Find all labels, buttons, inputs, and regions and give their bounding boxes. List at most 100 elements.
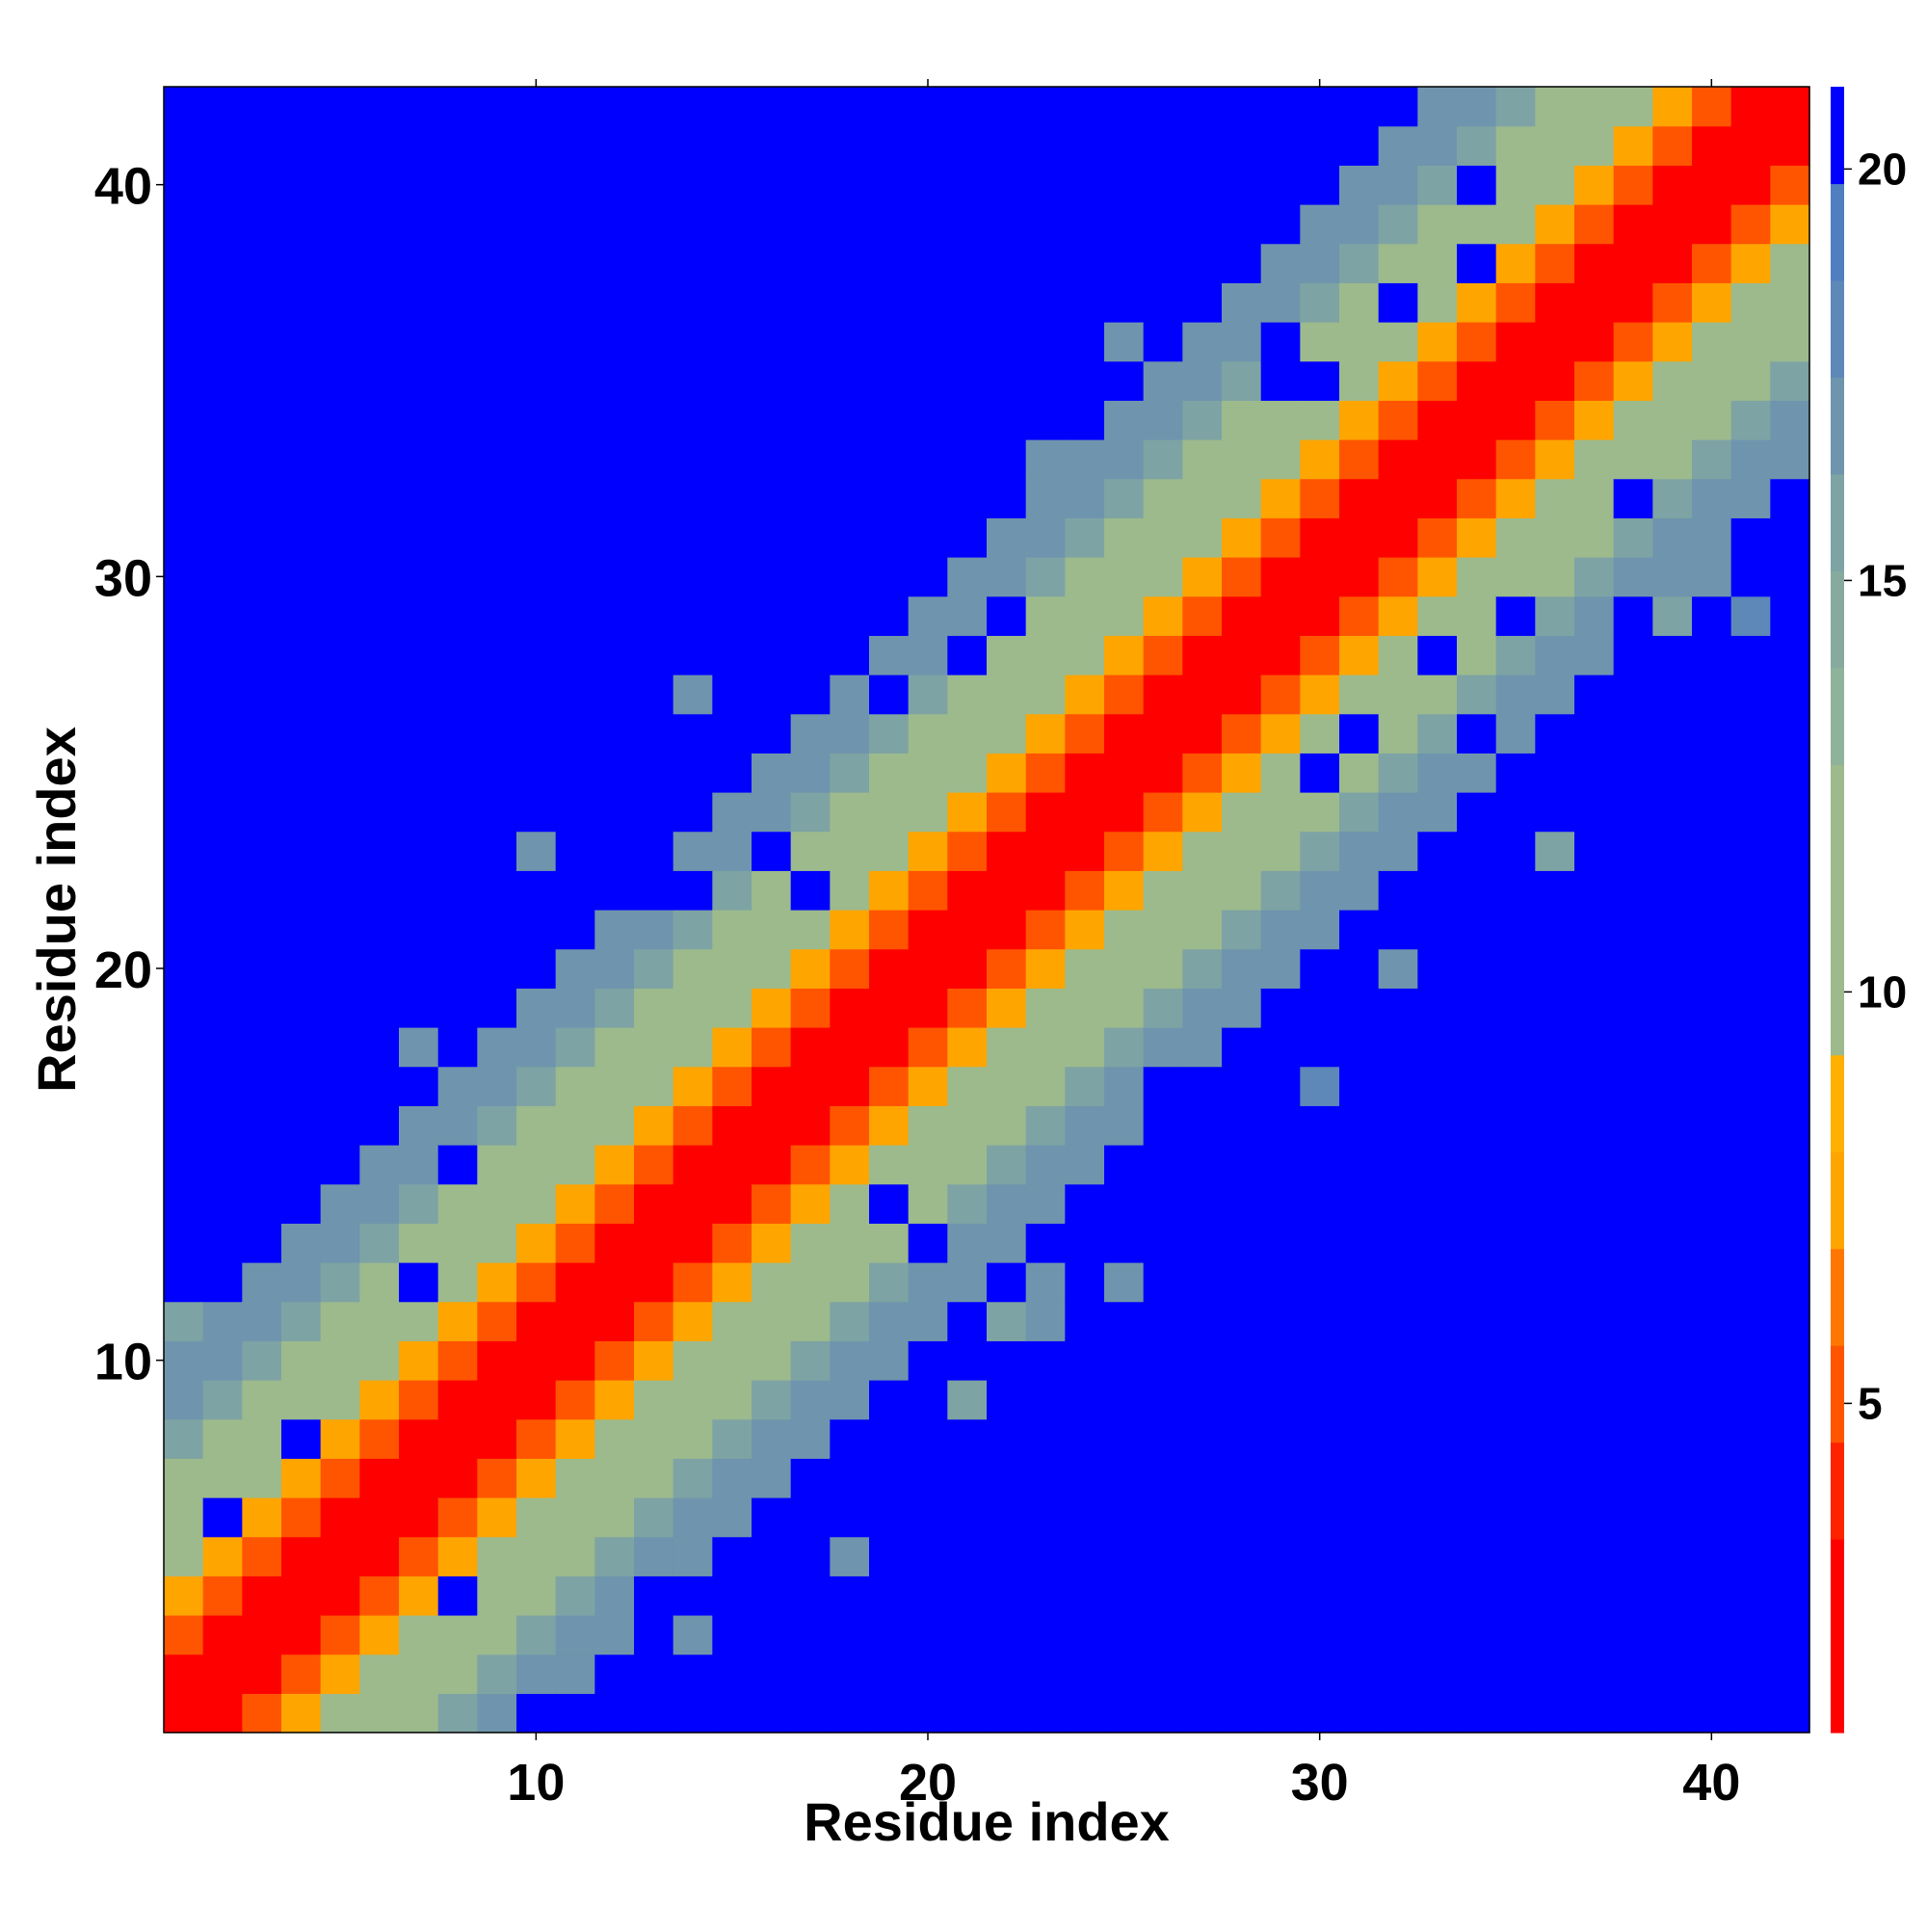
heatmap-cell: [830, 1145, 870, 1185]
heatmap-cell: [869, 1575, 910, 1616]
heatmap-cell: [1378, 1105, 1418, 1146]
heatmap-cell: [752, 1615, 792, 1655]
heatmap-cell: [437, 713, 478, 754]
heatmap-cell: [1143, 400, 1183, 440]
heatmap-cell: [320, 1262, 360, 1303]
heatmap-cell: [1692, 1262, 1732, 1303]
heatmap-cell: [555, 1145, 595, 1185]
heatmap-cell: [1104, 125, 1145, 166]
heatmap-cell: [1143, 1223, 1183, 1263]
heatmap-cell: [1025, 1301, 1066, 1341]
heatmap-cell: [673, 1066, 713, 1106]
heatmap-cell: [673, 1262, 713, 1303]
heatmap-cell: [202, 360, 243, 401]
heatmap-cell: [1260, 948, 1301, 989]
heatmap-cell: [752, 204, 792, 245]
heatmap-cell: [634, 165, 674, 205]
heatmap-cell: [1025, 1027, 1066, 1068]
heatmap-cell: [359, 595, 400, 636]
heatmap-cell: [437, 1497, 478, 1538]
heatmap-cell: [908, 1536, 948, 1576]
heatmap-cell: [830, 1615, 870, 1655]
heatmap-cell: [164, 1575, 204, 1616]
heatmap-cell: [1730, 792, 1771, 833]
heatmap-cell: [634, 1615, 674, 1655]
heatmap-cell: [164, 1027, 204, 1068]
heatmap-cell: [1065, 322, 1105, 362]
heatmap-cell: [673, 753, 713, 793]
heatmap-cell: [1143, 910, 1183, 950]
heatmap-cell: [1770, 1615, 1810, 1655]
heatmap-cell: [1730, 1027, 1771, 1068]
heatmap-cell: [1574, 831, 1615, 871]
heatmap-cell: [555, 204, 595, 245]
heatmap-cell: [242, 831, 282, 871]
heatmap-cell: [359, 1497, 400, 1538]
heatmap-cell: [437, 1105, 478, 1146]
heatmap-cell: [634, 322, 674, 362]
heatmap-cell: [555, 478, 595, 518]
heatmap-cell: [1260, 322, 1301, 362]
heatmap-cell: [673, 792, 713, 833]
heatmap-cell: [1143, 713, 1183, 754]
heatmap-cell: [437, 1418, 478, 1459]
heatmap-cell: [830, 1575, 870, 1616]
heatmap-cell: [1143, 988, 1183, 1028]
heatmap-cell: [1339, 1145, 1380, 1185]
heatmap-cell: [1417, 1693, 1458, 1734]
heatmap-cell: [987, 635, 1027, 675]
heatmap-cell: [164, 1066, 204, 1106]
heatmap-cell: [1065, 1105, 1105, 1146]
heatmap-cell: [712, 1145, 752, 1185]
heatmap-cell: [1025, 282, 1066, 323]
heatmap-cell: [1535, 282, 1575, 323]
heatmap-cell: [1652, 243, 1693, 283]
heatmap-cell: [437, 675, 478, 715]
heatmap-cell: [202, 1027, 243, 1068]
heatmap-cell: [1574, 1654, 1615, 1694]
heatmap-cell: [673, 1536, 713, 1576]
heatmap-cell: [1613, 1066, 1653, 1106]
heatmap-cell: [830, 792, 870, 833]
heatmap-cell: [1104, 478, 1145, 518]
heatmap-cell: [477, 635, 517, 675]
heatmap-cell: [1574, 910, 1615, 950]
heatmap-cell: [1065, 713, 1105, 754]
heatmap-cell: [1143, 831, 1183, 871]
heatmap-cell: [594, 322, 635, 362]
heatmap-cell: [634, 1654, 674, 1694]
heatmap-cell: [1417, 1458, 1458, 1498]
heatmap-cell: [1417, 1654, 1458, 1694]
heatmap-cell: [947, 1223, 988, 1263]
heatmap-cell: [477, 1458, 517, 1498]
heatmap-cell: [1770, 1380, 1810, 1420]
heatmap-cell: [1300, 595, 1340, 636]
heatmap-cell: [1417, 988, 1458, 1028]
heatmap-cell: [908, 1105, 948, 1146]
heatmap-cell: [1065, 1145, 1105, 1185]
heatmap-cell: [1378, 1066, 1418, 1106]
heatmap-cell: [947, 1262, 988, 1303]
heatmap-cell: [1457, 1615, 1497, 1655]
heatmap-cell: [830, 400, 870, 440]
heatmap-cell: [1025, 1418, 1066, 1459]
heatmap-cell: [399, 753, 439, 793]
heatmap-cell: [1260, 1575, 1301, 1616]
heatmap-cell: [1300, 1262, 1340, 1303]
heatmap-cell: [752, 831, 792, 871]
heatmap-cell: [869, 1458, 910, 1498]
heatmap-cell: [359, 635, 400, 675]
heatmap-cell: [399, 1145, 439, 1185]
heatmap-cell: [1730, 1458, 1771, 1498]
heatmap-cell: [1652, 1027, 1693, 1068]
y-tick-label: 20: [94, 941, 152, 999]
heatmap-cell: [869, 1223, 910, 1263]
heatmap-cell: [1300, 1340, 1340, 1381]
heatmap-cell: [594, 165, 635, 205]
heatmap-cell: [1613, 1418, 1653, 1459]
heatmap-cell: [1652, 1615, 1693, 1655]
heatmap-cell: [1104, 988, 1145, 1028]
heatmap-cell: [752, 1340, 792, 1381]
heatmap-cell: [1065, 439, 1105, 480]
heatmap-cell: [1182, 1654, 1223, 1694]
